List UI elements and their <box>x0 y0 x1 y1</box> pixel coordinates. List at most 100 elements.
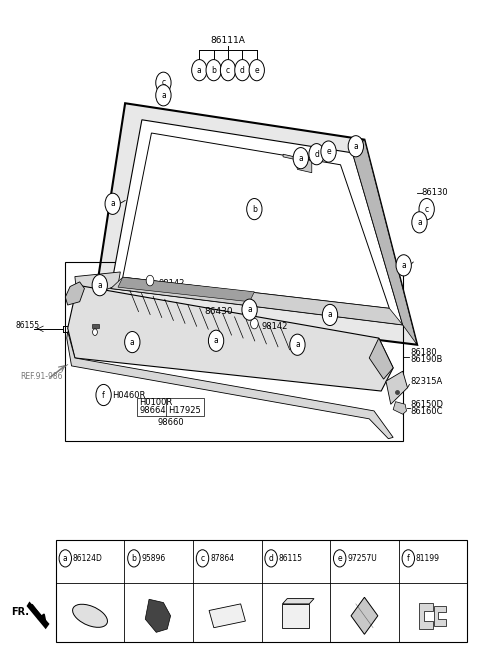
Text: H17925: H17925 <box>168 406 201 416</box>
Circle shape <box>396 255 411 276</box>
Text: d: d <box>240 66 245 75</box>
Circle shape <box>196 550 209 567</box>
Text: 87864: 87864 <box>210 554 234 563</box>
Text: c: c <box>201 554 204 563</box>
Text: 98664: 98664 <box>140 406 166 416</box>
Polygon shape <box>282 599 314 604</box>
Text: 81199: 81199 <box>416 554 440 563</box>
Polygon shape <box>111 120 403 325</box>
Circle shape <box>220 60 236 81</box>
Text: a: a <box>247 305 252 314</box>
Text: 86150A: 86150A <box>104 351 136 361</box>
Text: 86155: 86155 <box>15 321 39 330</box>
Text: 95896: 95896 <box>142 554 166 563</box>
Polygon shape <box>123 133 389 308</box>
Text: 86130: 86130 <box>422 188 448 197</box>
Text: b: b <box>252 205 257 213</box>
Text: 98660: 98660 <box>157 418 184 427</box>
Text: c: c <box>161 78 166 88</box>
Polygon shape <box>145 599 170 633</box>
Circle shape <box>206 60 221 81</box>
Text: d: d <box>314 150 319 158</box>
Circle shape <box>125 332 140 353</box>
Text: e: e <box>254 66 259 75</box>
Text: a: a <box>130 337 135 347</box>
Circle shape <box>249 60 264 81</box>
Text: a: a <box>299 154 303 162</box>
Circle shape <box>96 385 111 406</box>
Circle shape <box>92 274 108 296</box>
Text: f: f <box>102 391 105 400</box>
Polygon shape <box>351 597 378 634</box>
Text: 98142: 98142 <box>262 322 288 331</box>
Polygon shape <box>434 606 446 626</box>
Circle shape <box>192 60 207 81</box>
Circle shape <box>105 193 120 214</box>
Polygon shape <box>65 282 84 305</box>
Polygon shape <box>68 285 393 391</box>
Text: 86150D: 86150D <box>410 400 443 409</box>
Circle shape <box>247 198 262 219</box>
Text: REF.91-986: REF.91-986 <box>20 372 62 381</box>
Circle shape <box>93 329 97 335</box>
Ellipse shape <box>72 604 108 627</box>
Circle shape <box>412 211 427 233</box>
Text: 86160C: 86160C <box>410 407 443 416</box>
Circle shape <box>348 136 363 157</box>
Circle shape <box>334 550 346 567</box>
Polygon shape <box>369 338 393 379</box>
Polygon shape <box>75 272 120 293</box>
Text: 86430: 86430 <box>204 307 233 316</box>
Circle shape <box>242 299 257 320</box>
Polygon shape <box>26 601 49 629</box>
Text: 86156: 86156 <box>100 328 124 337</box>
Circle shape <box>156 85 171 106</box>
Text: c: c <box>226 66 230 75</box>
Text: 86115: 86115 <box>279 554 303 563</box>
Circle shape <box>290 334 305 355</box>
Polygon shape <box>118 277 254 302</box>
Text: a: a <box>353 142 358 151</box>
Polygon shape <box>111 277 403 325</box>
Polygon shape <box>283 154 312 173</box>
Circle shape <box>402 550 415 567</box>
Text: a: a <box>110 200 115 208</box>
Text: 82315A: 82315A <box>410 377 442 386</box>
Polygon shape <box>67 332 393 439</box>
Text: a: a <box>63 554 68 563</box>
Circle shape <box>156 72 171 93</box>
Text: 86111A: 86111A <box>211 36 245 45</box>
Circle shape <box>235 60 250 81</box>
Text: a: a <box>417 218 422 227</box>
Text: e: e <box>337 554 342 563</box>
Text: f: f <box>407 554 410 563</box>
FancyBboxPatch shape <box>92 324 99 328</box>
Circle shape <box>59 550 72 567</box>
Text: e: e <box>326 147 331 156</box>
Polygon shape <box>352 140 417 345</box>
Circle shape <box>419 198 434 219</box>
Circle shape <box>321 141 336 162</box>
Text: d: d <box>269 554 274 563</box>
Polygon shape <box>94 103 417 345</box>
Polygon shape <box>209 604 245 628</box>
Text: 98142: 98142 <box>158 279 185 288</box>
Polygon shape <box>419 603 433 629</box>
Text: b: b <box>132 554 136 563</box>
Circle shape <box>251 318 258 329</box>
Text: a: a <box>97 280 102 290</box>
Circle shape <box>208 330 224 351</box>
Text: a: a <box>161 91 166 100</box>
Circle shape <box>128 550 140 567</box>
Text: H0460R: H0460R <box>112 391 145 400</box>
Circle shape <box>293 148 309 169</box>
Circle shape <box>265 550 277 567</box>
Text: 86157A: 86157A <box>100 320 130 329</box>
Text: 86180: 86180 <box>410 348 436 357</box>
Text: 86124D: 86124D <box>73 554 103 563</box>
Circle shape <box>323 304 337 326</box>
Polygon shape <box>393 402 407 414</box>
Text: a: a <box>328 310 332 320</box>
Text: 86190B: 86190B <box>410 355 442 365</box>
Text: c: c <box>425 205 429 213</box>
